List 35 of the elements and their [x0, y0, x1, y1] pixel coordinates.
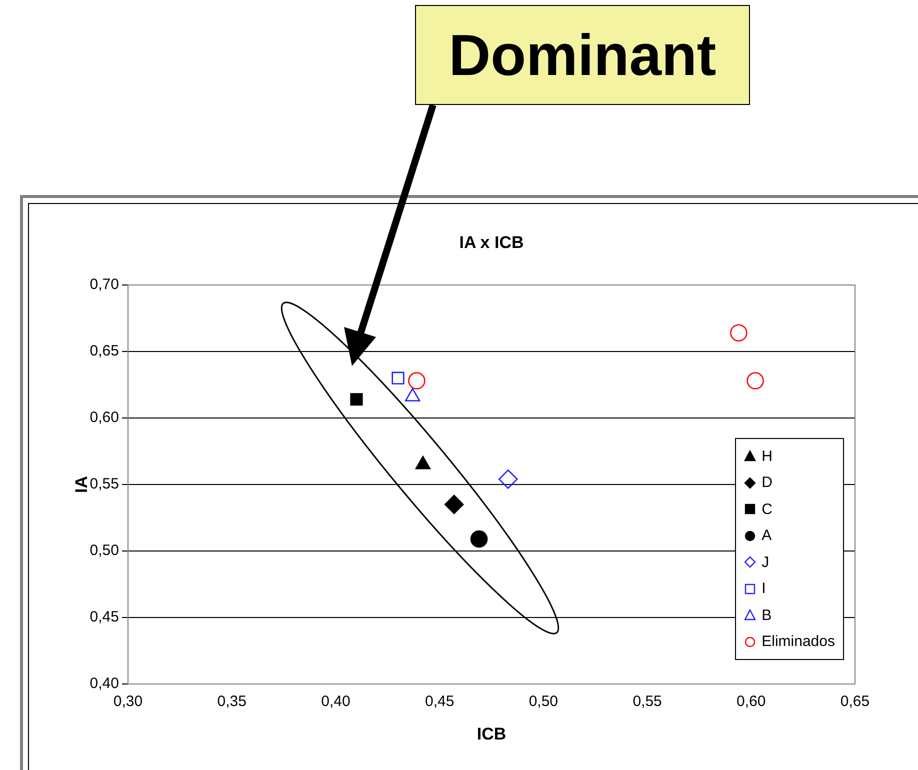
x-tick-label: 0,65 [840, 693, 870, 710]
x-tick-label: 0,60 [736, 693, 766, 710]
legend-label: A [762, 527, 772, 544]
point [498, 470, 518, 489]
x-tick-label: 0,45 [424, 693, 454, 710]
y-tick-label: 0,60 [90, 409, 119, 426]
legend-label: Eliminados [762, 633, 835, 650]
y-axis-title: IA [72, 476, 91, 493]
x-axis-title: ICB [476, 724, 506, 744]
y-tick-label: 0,40 [90, 675, 119, 692]
point [470, 530, 488, 548]
y-tick-label: 0,50 [90, 542, 119, 560]
legend-label: J [762, 554, 770, 571]
legend-label: B [762, 606, 772, 624]
x-tick-label: 0,35 [217, 693, 246, 710]
x-tick-label: 0,50 [528, 693, 558, 710]
x-tick-label: 0,30 [113, 693, 143, 710]
legend-label: D [762, 474, 772, 492]
y-tick-label: 0,55 [90, 476, 119, 493]
y-tick-label: 0,65 [90, 342, 119, 360]
y-tick-label: 0,45 [90, 608, 119, 626]
point [730, 324, 748, 342]
point [392, 372, 404, 384]
y-tick-label: 0,70 [90, 276, 119, 294]
legend-label: C [762, 500, 772, 518]
x-tick-label: 0,55 [632, 693, 662, 710]
chart-title: IA x ICB [458, 233, 525, 253]
legend-label: I [762, 580, 766, 598]
point [444, 494, 464, 514]
legend-label: H [762, 448, 772, 465]
text: Dominant [415, 5, 750, 105]
point [350, 393, 363, 406]
x-tick-label: 0,40 [321, 693, 350, 710]
point [408, 372, 426, 390]
point [746, 372, 764, 390]
